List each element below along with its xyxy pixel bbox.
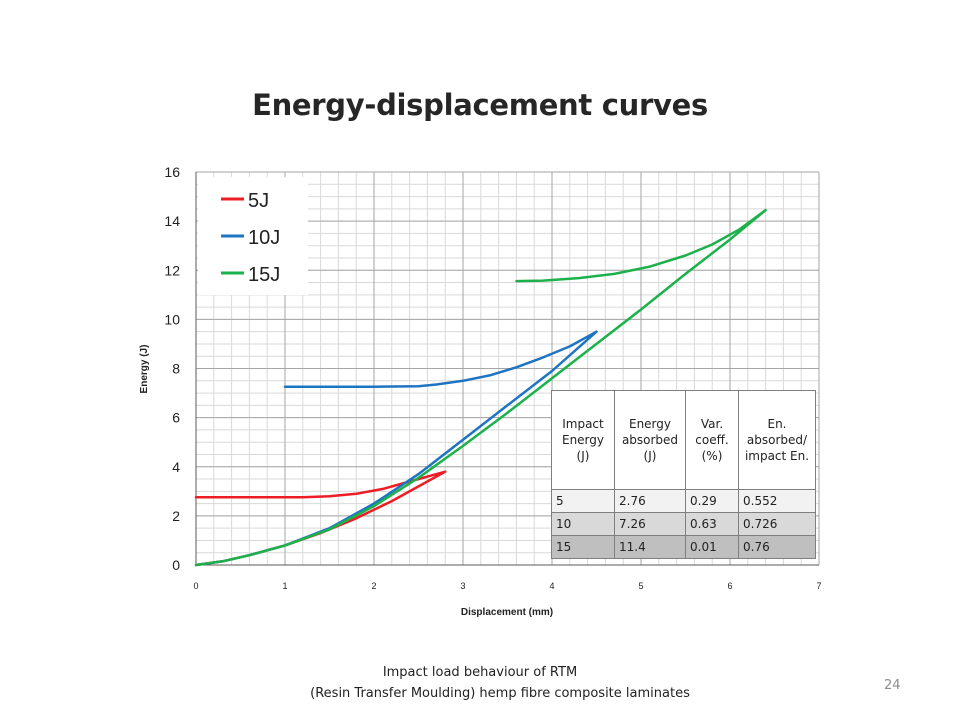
table-cell: 0.726	[738, 512, 816, 536]
x-tick-label: 0	[193, 581, 198, 591]
table-header-cell: Impact Energy (J)	[551, 390, 615, 490]
table-header-cell: En. absorbed/impact En.	[738, 390, 816, 490]
table-row: 5 2.76 0.29 0.552	[551, 489, 816, 513]
table-cell: 0.76	[738, 535, 816, 559]
x-tick-label: 5	[638, 581, 643, 591]
page-number: 24	[884, 678, 901, 693]
x-tick-label: 3	[460, 581, 465, 591]
y-axis-label: Energy (J)	[139, 345, 150, 394]
series-line-10j	[194, 330, 598, 567]
y-tick-label: 14	[164, 213, 180, 229]
x-axis-label: Displacement (mm)	[461, 607, 553, 618]
table-cell: 0.63	[685, 512, 739, 536]
table-cell: 2.76	[614, 489, 686, 513]
slide-caption: Impact load behaviour of RTM (Resin Tran…	[0, 662, 960, 704]
table-row: 10 7.26 0.63 0.726	[551, 512, 816, 536]
table-cell: 0.29	[685, 489, 739, 513]
table-cell: 15	[551, 535, 615, 559]
table-cell: 7.26	[614, 512, 686, 536]
y-tick-label: 12	[164, 262, 180, 278]
legend-label: 5J	[248, 190, 269, 212]
x-tick-label: 6	[727, 581, 732, 591]
table-header-row: Impact Energy (J) Energy absorbed (J) Var. co…	[551, 390, 816, 490]
legend-label: 15J	[248, 264, 280, 286]
series-line-15j	[194, 208, 767, 567]
table-cell: 0.552	[738, 489, 816, 513]
table-cell: 0.01	[685, 535, 739, 559]
y-tick-label: 0	[172, 557, 180, 573]
x-tick-label: 2	[371, 581, 376, 591]
x-tick-label: 4	[549, 581, 554, 591]
y-tick-label: 2	[172, 508, 180, 524]
table-cell: 10	[551, 512, 615, 536]
y-tick-label: 10	[164, 311, 180, 327]
table-row: 15 11.4 0.01 0.76	[551, 535, 816, 559]
x-tick-label: 7	[816, 581, 821, 591]
y-tick-label: 6	[172, 410, 180, 426]
legend-box	[198, 177, 308, 295]
table-cell: 5	[551, 489, 615, 513]
table-header-cell: Var. coeff. (%)	[685, 390, 739, 490]
table-header-cell: Energy absorbed (J)	[614, 390, 686, 490]
legend-label: 10J	[248, 227, 280, 249]
y-tick-label: 16	[164, 164, 180, 180]
x-tick-label: 1	[282, 581, 287, 591]
chart-series	[194, 208, 767, 567]
results-table: Impact Energy (J) Energy absorbed (J) Var. co…	[551, 390, 816, 559]
slide-title: Energy-displacement curves	[252, 88, 708, 122]
caption-line-2: (Resin Transfer Moulding) hemp fibre com…	[310, 686, 690, 701]
table-cell: 11.4	[614, 535, 686, 559]
chart-legend: 5J 10J 15J	[198, 177, 308, 295]
caption-line-1: Impact load behaviour of RTM	[382, 665, 578, 680]
y-tick-label: 8	[172, 361, 180, 377]
y-tick-label: 4	[172, 459, 180, 475]
